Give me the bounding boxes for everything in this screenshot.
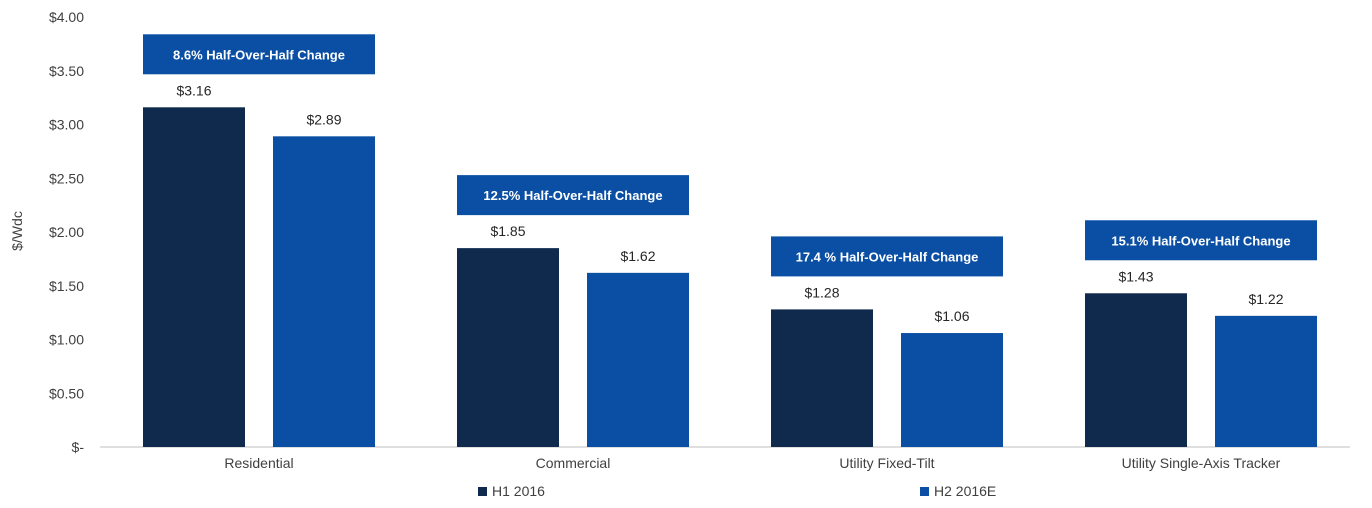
legend-swatch xyxy=(920,487,929,496)
data-label: $1.28 xyxy=(804,284,839,300)
data-label: $1.22 xyxy=(1248,291,1283,307)
category-label: Residential xyxy=(224,455,293,471)
bar-h1-2016 xyxy=(771,309,873,447)
bar-h1-2016 xyxy=(457,248,559,447)
data-label: $2.89 xyxy=(306,111,341,127)
annotation-box xyxy=(771,236,1003,277)
y-tick-label: $4.00 xyxy=(49,9,84,25)
data-label: $1.62 xyxy=(620,248,655,264)
annotation-text: 8.6% Half-Over-Half Change xyxy=(173,47,345,62)
annotation-text: 15.1% Half-Over-Half Change xyxy=(1111,233,1290,248)
y-tick-label: $2.50 xyxy=(49,170,84,186)
category-label: Commercial xyxy=(536,455,611,471)
bar-h2-2016e xyxy=(587,272,689,447)
bar-h2-2016e xyxy=(1215,315,1317,447)
y-tick-label: $- xyxy=(72,439,85,455)
annotation-text: 12.5% Half-Over-Half Change xyxy=(483,188,662,203)
y-tick-label: $2.00 xyxy=(49,224,84,240)
annotation-box xyxy=(1085,220,1317,261)
annotation-box xyxy=(143,34,375,75)
y-axis-title: $/Wdc xyxy=(9,211,25,251)
data-label: $1.85 xyxy=(490,223,525,239)
bar-h1-2016 xyxy=(1085,293,1187,447)
category-label: Utility Single-Axis Tracker xyxy=(1122,455,1281,471)
annotation-box xyxy=(457,175,689,216)
y-tick-label: $3.50 xyxy=(49,63,84,79)
data-label: $1.06 xyxy=(934,308,969,324)
data-label: $3.16 xyxy=(176,82,211,98)
data-label: $1.43 xyxy=(1118,268,1153,284)
y-tick-label: $3.00 xyxy=(49,117,84,133)
legend-label: H2 2016E xyxy=(934,483,996,499)
y-tick-label: $0.50 xyxy=(49,385,84,401)
legend-label: H1 2016 xyxy=(492,483,545,499)
legend-swatch xyxy=(478,487,487,496)
annotation-text: 17.4 % Half-Over-Half Change xyxy=(796,249,979,264)
bar-h2-2016e xyxy=(273,136,375,447)
category-label: Utility Fixed-Tilt xyxy=(839,455,934,471)
bar-h2-2016e xyxy=(901,333,1003,447)
bar-h1-2016 xyxy=(143,107,245,448)
y-tick-label: $1.00 xyxy=(49,332,84,348)
y-tick-label: $1.50 xyxy=(49,278,84,294)
